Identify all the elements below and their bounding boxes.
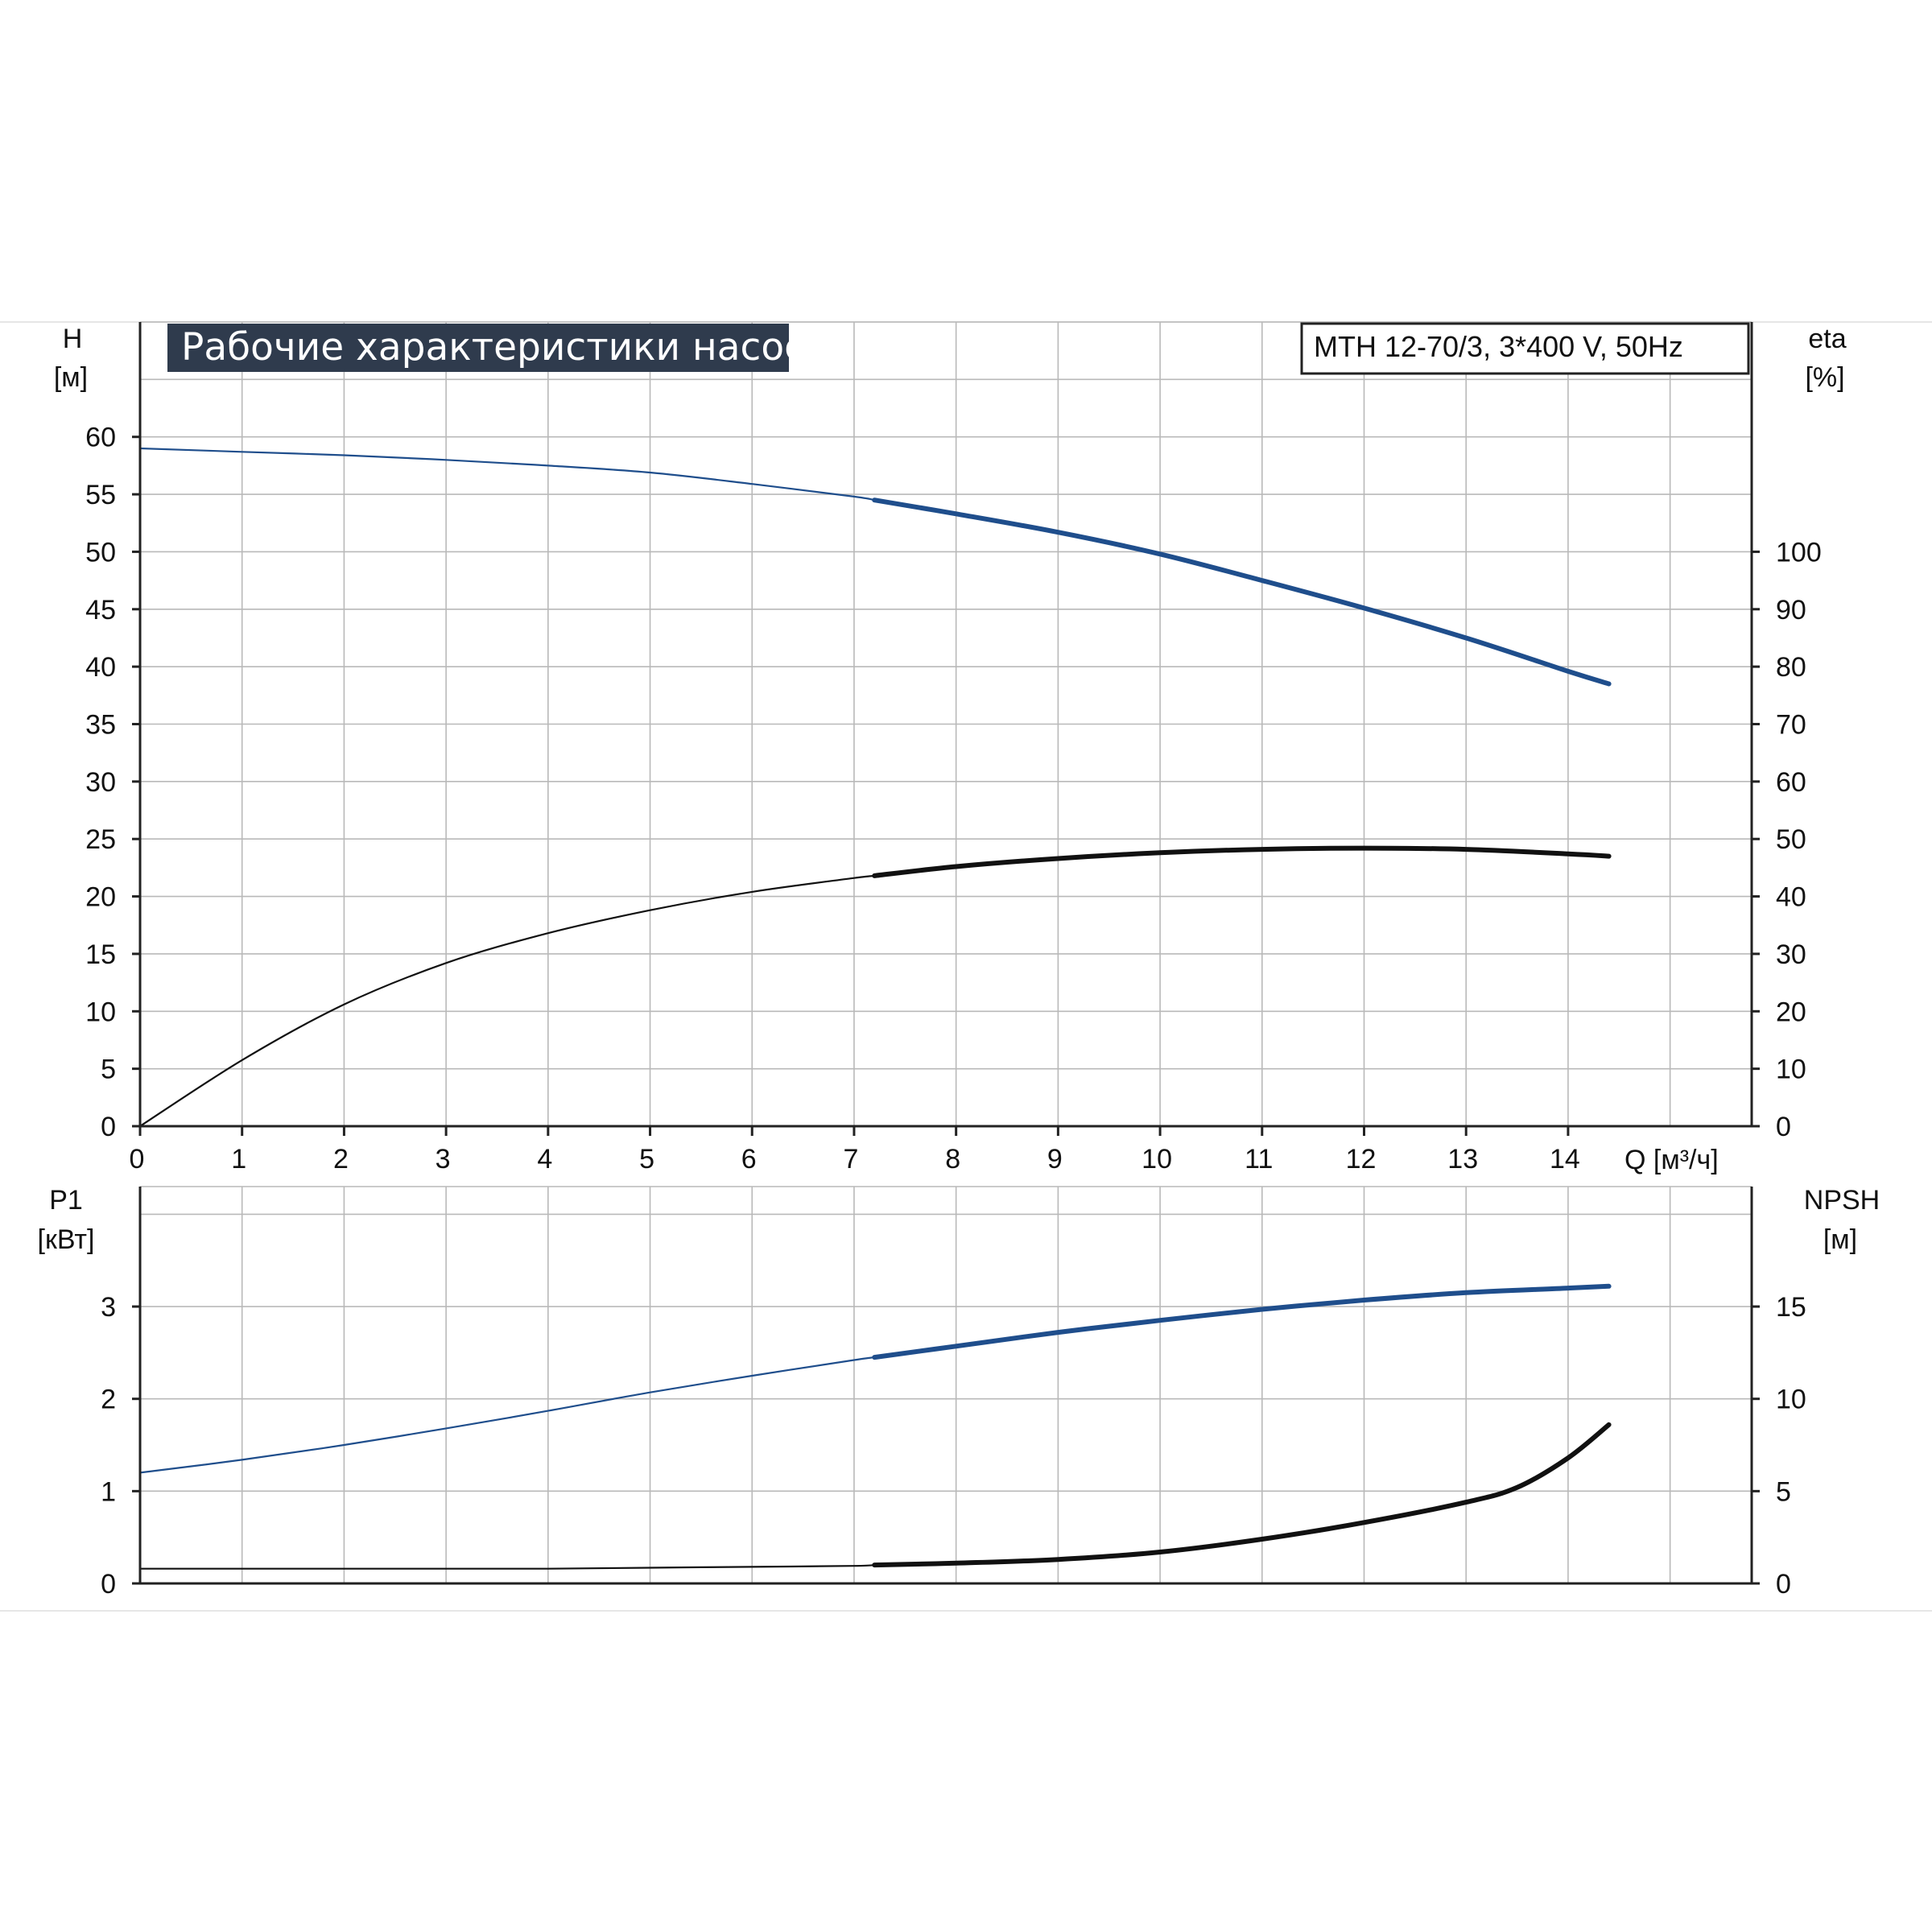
h-tick-label-0: 0 (101, 1112, 116, 1142)
h-tick-label-10: 10 (85, 997, 116, 1027)
h-tick-label-15: 15 (85, 939, 116, 970)
npsh-tick-label-0: 0 (1776, 1569, 1791, 1600)
p1-tick-label-3: 3 (101, 1292, 116, 1323)
h-tick-label-50: 50 (85, 537, 116, 568)
npsh-tick-label-15: 15 (1776, 1292, 1806, 1323)
efficiency-curve-bold (872, 845, 1612, 878)
efficiency-curve-thin (139, 874, 875, 1127)
eta-tick-label-90: 90 (1776, 595, 1806, 625)
h-tick-label-20: 20 (85, 882, 116, 913)
h-tick-label-45: 45 (85, 595, 116, 625)
eta-tick-label-30: 30 (1776, 939, 1806, 970)
npsh-axis-unit: [м] (1823, 1224, 1857, 1255)
x-tick-label-0: 0 (130, 1144, 145, 1174)
model-label: MTH 12-70/3, 3*400 V, 50Hz (1314, 330, 1683, 363)
x-tick-label-12: 12 (1346, 1144, 1377, 1174)
x-tick-label-11: 11 (1245, 1144, 1273, 1174)
h-tick-label-40: 40 (85, 652, 116, 683)
npsh-curve-thin (140, 1564, 875, 1570)
x-tick-label-13: 13 (1447, 1144, 1478, 1174)
npsh-tick-label-5: 5 (1776, 1476, 1791, 1507)
npsh-axis-label: NPSH (1804, 1185, 1880, 1216)
model-box (1300, 322, 1750, 375)
eta-tick-label-10: 10 (1776, 1055, 1806, 1085)
x-tick-label-8: 8 (945, 1144, 960, 1174)
p1-tick-label-0: 0 (101, 1569, 116, 1600)
power-curve-thin (139, 1356, 875, 1474)
tick-labels: 0 1 2 3 4 5 6 7 8 9 10 11 12 13 1405101520253035404550… (85, 423, 1822, 1600)
eta-tick-label-100: 100 (1776, 537, 1822, 568)
x-tick-label-4: 4 (537, 1144, 552, 1174)
q-axis-label: Q [м³/ч] (1624, 1145, 1719, 1175)
eta-tick-label-0: 0 (1776, 1112, 1791, 1142)
npsh-tick-label-10: 10 (1776, 1385, 1806, 1415)
eta-tick-label-60: 60 (1776, 767, 1806, 798)
eta-tick-label-20: 20 (1776, 997, 1806, 1027)
bottom-panel-grid (140, 1186, 1752, 1583)
eta-tick-label-40: 40 (1776, 882, 1806, 913)
h-tick-label-55: 55 (85, 480, 116, 510)
p1-tick-label-2: 2 (101, 1385, 116, 1415)
h-axis-label: H (63, 324, 83, 354)
h-tick-label-30: 30 (85, 767, 116, 798)
top-panel-grid (140, 321, 1752, 1126)
x-tick-label-14: 14 (1550, 1144, 1580, 1174)
h-tick-label-25: 25 (85, 824, 116, 855)
x-tick-label-1: 1 (231, 1144, 246, 1174)
h-axis-unit: [м] (54, 362, 88, 393)
h-tick-label-5: 5 (101, 1055, 116, 1085)
eta-tick-label-70: 70 (1776, 710, 1806, 741)
chart-title-background (167, 324, 789, 372)
x-tick-label-5: 5 (639, 1144, 654, 1174)
axis-lines (132, 322, 1760, 1585)
x-tick-label-10: 10 (1141, 1144, 1172, 1174)
power-curve-bold (872, 1283, 1612, 1360)
p1-tick-label-1: 1 (101, 1476, 116, 1507)
npsh-curve-bold (872, 1422, 1612, 1568)
eta-tick-label-50: 50 (1776, 824, 1806, 855)
x-tick-label-9: 9 (1047, 1144, 1063, 1174)
x-tick-label-3: 3 (436, 1144, 451, 1174)
chart-title: Рабочие характеристики насоса (181, 325, 828, 369)
head-curve-thin (139, 447, 875, 502)
x-tick-label-2: 2 (333, 1144, 349, 1174)
eta-axis-unit: [%] (1805, 362, 1844, 393)
top-panel-curves (139, 447, 1612, 1127)
eta-axis-label: eta (1808, 324, 1846, 354)
p1-axis-unit: [кВт] (38, 1224, 95, 1255)
h-tick-label-60: 60 (85, 423, 116, 453)
x-tick-label-6: 6 (741, 1144, 757, 1174)
p1-axis-label: P1 (49, 1185, 83, 1216)
x-tick-label-7: 7 (844, 1144, 859, 1174)
bottom-panel-curves (139, 1283, 1612, 1570)
head-curve-bold (872, 497, 1612, 687)
eta-tick-label-80: 80 (1776, 652, 1806, 683)
h-tick-label-35: 35 (85, 710, 116, 741)
